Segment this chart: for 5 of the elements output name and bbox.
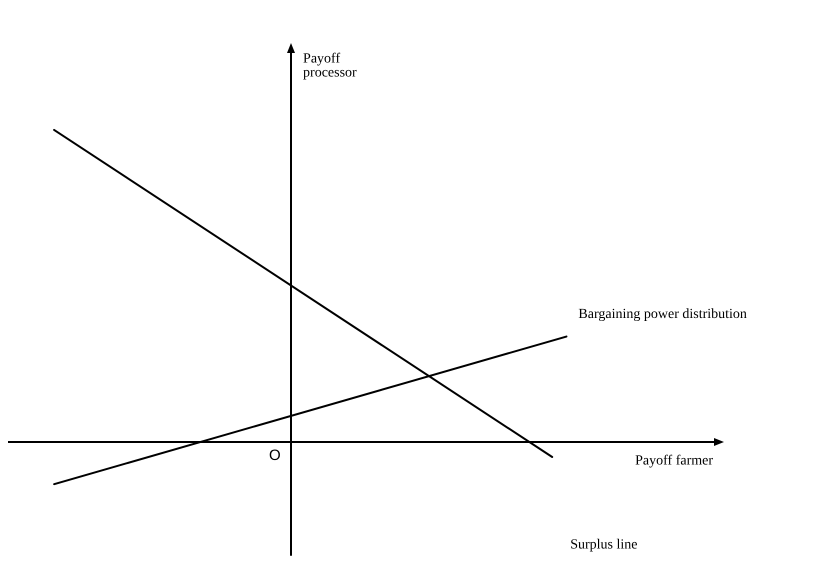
annotation: O: [269, 447, 281, 464]
y-axis-title: Payoff processor: [303, 52, 358, 80]
series-label: Bargaining power distribution: [578, 307, 747, 322]
x-axis-title: Payoff farmer: [635, 454, 714, 469]
text: Surplus line: [570, 538, 638, 553]
